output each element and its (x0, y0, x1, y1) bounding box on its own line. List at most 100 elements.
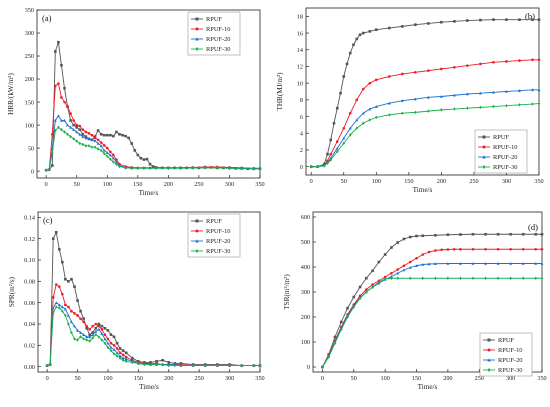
data-point (130, 356, 134, 360)
data-point (537, 18, 541, 21)
data-point (390, 271, 393, 275)
data-point (496, 247, 500, 251)
data-point (105, 146, 109, 150)
series-rpuf-10 (45, 283, 262, 367)
data-point (342, 141, 346, 145)
data-point (414, 110, 417, 115)
data-point (57, 306, 61, 310)
series-line (46, 306, 260, 367)
data-point (427, 109, 430, 113)
data-point (57, 82, 60, 85)
data-point (124, 355, 128, 359)
data-point (342, 126, 346, 130)
data-point (76, 314, 79, 317)
x-tick-label: 300 (502, 178, 511, 185)
legend-marker (195, 27, 199, 31)
data-point (355, 118, 359, 122)
y-tick-label: 300 (301, 289, 310, 296)
y-axis-label: SPR(m²/s) (8, 276, 16, 307)
data-point (421, 253, 425, 256)
data-point (121, 133, 124, 137)
data-point (368, 118, 372, 122)
y-tick-label: 0.14 (24, 215, 35, 222)
x-tick-label: 100 (372, 178, 381, 185)
data-point (103, 326, 107, 330)
data-point (75, 123, 79, 127)
data-point (124, 166, 127, 170)
data-point (78, 128, 82, 131)
data-point (57, 248, 61, 251)
series-rpuf-30 (45, 305, 262, 368)
data-point (329, 158, 333, 162)
data-point (61, 292, 64, 296)
data-point (85, 335, 89, 339)
legend-marker (195, 47, 199, 51)
data-point (396, 276, 399, 280)
data-point (106, 337, 110, 341)
data-point (100, 332, 104, 335)
y-tick-label: 500 (301, 239, 310, 246)
data-point (97, 324, 101, 328)
data-point (57, 40, 60, 44)
data-point (56, 114, 60, 118)
data-point (332, 121, 336, 125)
x-tick-label: 300 (225, 375, 234, 382)
data-point (427, 262, 431, 266)
data-point (161, 362, 164, 367)
series-line (46, 42, 260, 171)
data-point (396, 241, 399, 244)
data-point (115, 341, 119, 345)
data-point (191, 166, 195, 170)
data-point (64, 313, 67, 318)
data-point (355, 126, 359, 130)
data-point (191, 363, 195, 368)
data-point (413, 97, 417, 101)
data-point (383, 277, 387, 281)
y-tick-label: 100 (25, 122, 34, 129)
y-tick-label: 400 (301, 264, 310, 271)
data-point (90, 145, 94, 149)
series-line (46, 283, 260, 367)
panel-a: 0 50 100 150 200 250 300 350 0 50 100 150 200 250 300 3… (7, 7, 265, 197)
data-point (84, 130, 88, 134)
data-point (479, 105, 482, 110)
legend-marker (195, 219, 199, 223)
plot-frame (305, 7, 540, 176)
data-point (114, 160, 118, 164)
data-point (106, 341, 110, 345)
data-point (124, 357, 128, 361)
data-point (79, 309, 82, 313)
data-point (93, 145, 97, 149)
data-point (136, 153, 140, 157)
legend-entry: RPUF-10 (493, 144, 518, 151)
data-point (105, 151, 109, 154)
legend-marker (482, 155, 486, 159)
legend-marker (487, 338, 491, 342)
data-point (537, 101, 541, 106)
x-tick-label: 200 (437, 178, 446, 185)
data-point (446, 261, 450, 265)
data-point (69, 125, 73, 129)
data-point (124, 134, 127, 138)
data-point (142, 158, 146, 161)
data-point (521, 276, 525, 280)
series-line (46, 302, 260, 367)
series-line (322, 263, 542, 368)
data-point (60, 96, 63, 99)
data-point (471, 247, 475, 251)
data-point (518, 103, 521, 107)
series-rpuf (321, 232, 544, 369)
data-point (93, 135, 97, 138)
data-point (402, 268, 406, 272)
data-point (466, 106, 469, 110)
data-point (60, 63, 63, 67)
data-point (142, 166, 146, 171)
data-point (79, 330, 83, 334)
data-point (57, 303, 61, 307)
y-tick-label: 0 (31, 168, 34, 175)
data-point (496, 261, 500, 265)
series-rpuf (44, 40, 262, 172)
data-point (105, 133, 109, 137)
data-point (76, 338, 79, 342)
y-axis-label: TSR(m²/m²) (283, 274, 291, 310)
